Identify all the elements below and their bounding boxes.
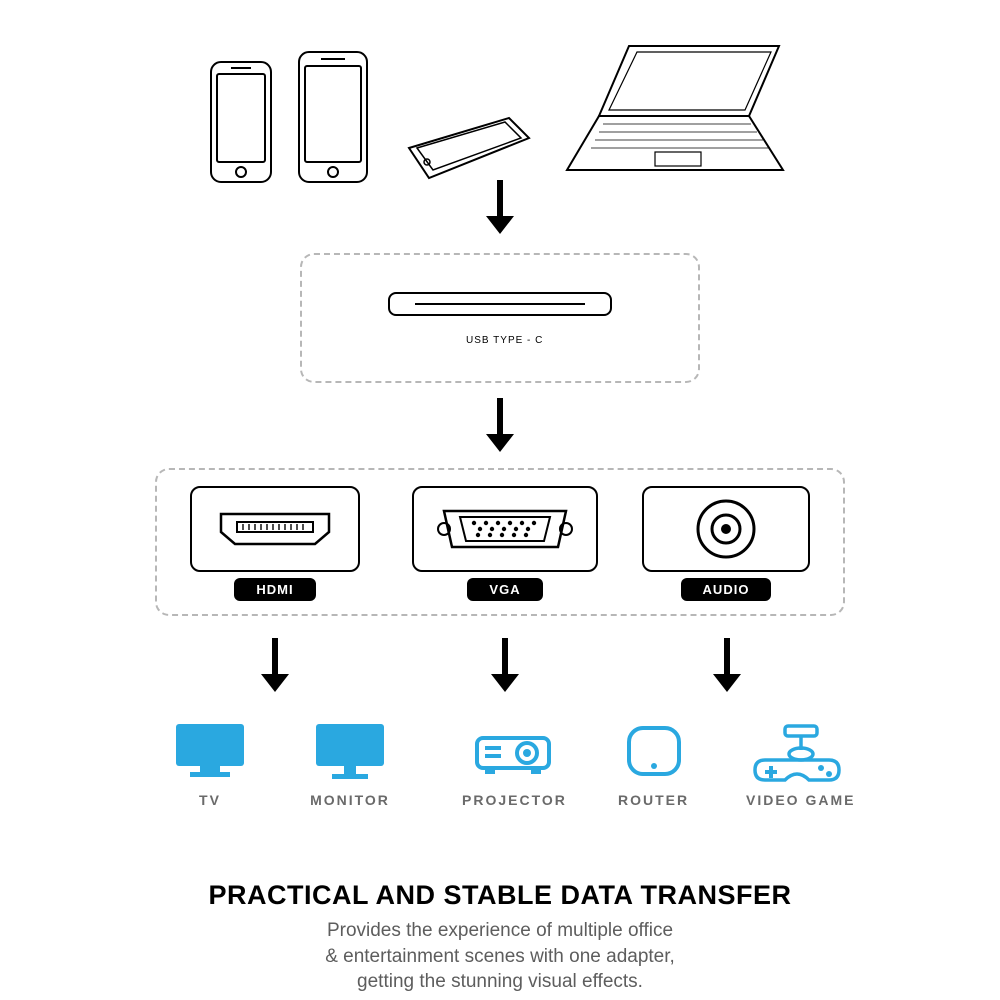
subtitle-line: Provides the experience of multiple offi… [0, 918, 1000, 944]
router-label: ROUTER [618, 792, 689, 808]
audio-tag: AUDIO [681, 578, 772, 601]
audio-jack-icon [691, 494, 761, 564]
output-router: ROUTER [618, 720, 689, 808]
arrow-to-projector [490, 638, 520, 692]
game-label: VIDEO GAME [746, 792, 855, 808]
subtitle-line: & entertainment scenes with one adapter, [0, 944, 1000, 970]
monitor-icon [310, 720, 390, 782]
vga-connector-icon [430, 501, 580, 557]
audio-port: AUDIO [642, 486, 810, 601]
diagram-canvas: USB TYPE - C [0, 0, 1000, 1000]
arrow-usbc-to-ports [485, 398, 515, 452]
source-devices-row [0, 38, 1000, 188]
phone-icon [205, 58, 277, 188]
tv-icon [170, 720, 250, 782]
usbc-port-icon [388, 292, 612, 316]
router-icon [619, 720, 689, 782]
laptop-icon [555, 38, 795, 188]
tv-label: TV [199, 792, 221, 808]
usbc-label: USB TYPE - C [466, 335, 543, 346]
output-tv: TV [170, 720, 250, 808]
output-monitor: MONITOR [310, 720, 390, 808]
monitor-label: MONITOR [310, 792, 390, 808]
vga-tag: VGA [467, 578, 542, 601]
vga-port: VGA [412, 486, 598, 601]
hdmi-connector-icon [215, 506, 335, 552]
projector-icon [469, 720, 559, 782]
subtitle-text: Provides the experience of multiple offi… [0, 918, 1000, 995]
arrow-to-game [712, 638, 742, 692]
arrow-to-tv [260, 638, 290, 692]
hdmi-port: HDMI [190, 486, 360, 601]
headline-text: PRACTICAL AND STABLE DATA TRANSFER [0, 880, 1000, 911]
projector-label: PROJECTOR [462, 792, 567, 808]
hdmi-tag: HDMI [234, 578, 315, 601]
output-game: VIDEO GAME [746, 720, 855, 808]
tablet-icon [389, 68, 539, 188]
game-icon [751, 720, 851, 782]
output-projector: PROJECTOR [462, 720, 567, 808]
subtitle-line: getting the stunning visual effects. [0, 969, 1000, 995]
usbc-box [300, 253, 700, 383]
arrow-devices-to-usbc [485, 180, 515, 234]
phone-large-icon [293, 48, 373, 188]
